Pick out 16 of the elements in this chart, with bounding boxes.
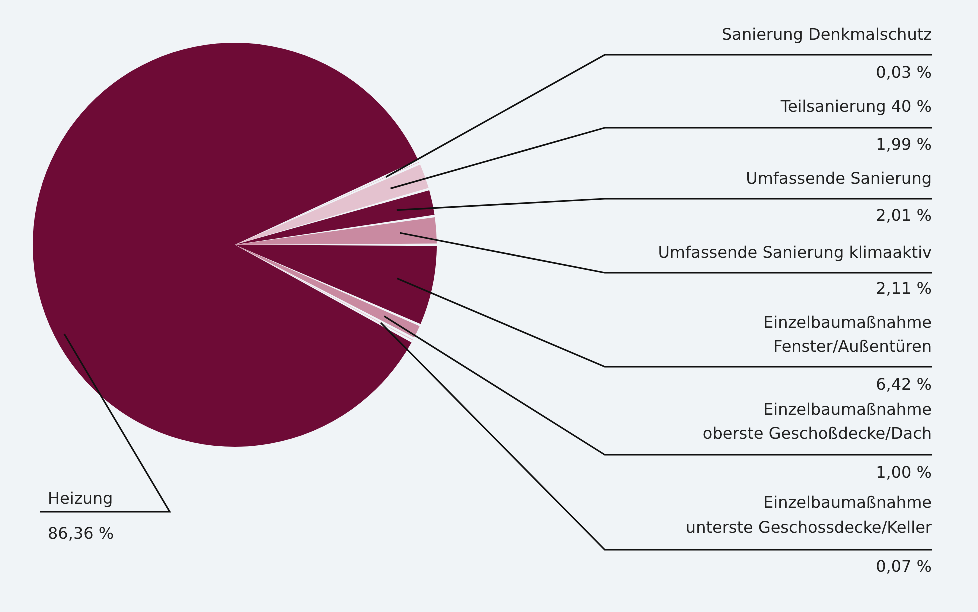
slice-label: Umfassende Sanierung (746, 169, 932, 188)
slice-label: Heizung (48, 489, 114, 508)
data-label: 0,03 % (876, 63, 932, 82)
data-label: 2,11 % (876, 279, 932, 298)
data-label: 1,00 % (876, 463, 932, 482)
data-label: 2,01 % (876, 206, 932, 225)
data-label: 6,42 % (876, 375, 932, 394)
slice-label: Sanierung Denkmalschutz (722, 25, 932, 44)
slice-label: Umfassende Sanierung klimaaktiv (658, 243, 932, 262)
slice-label: Einzelbaumaßnahme unterste Geschossdecke/Keller (686, 493, 932, 537)
slice-label: Einzelbaumaßnahme oberste Geschoßdecke/Dach (702, 400, 932, 443)
slice-label: Teilsanierung 40 % (780, 97, 932, 116)
data-label: 86,36 % (48, 524, 114, 543)
data-label: 0,07 % (876, 557, 932, 576)
slice-label: Einzelbaumaßnahme Fenster/Außentüren (764, 313, 932, 356)
data-label: 1,99 % (876, 135, 932, 154)
